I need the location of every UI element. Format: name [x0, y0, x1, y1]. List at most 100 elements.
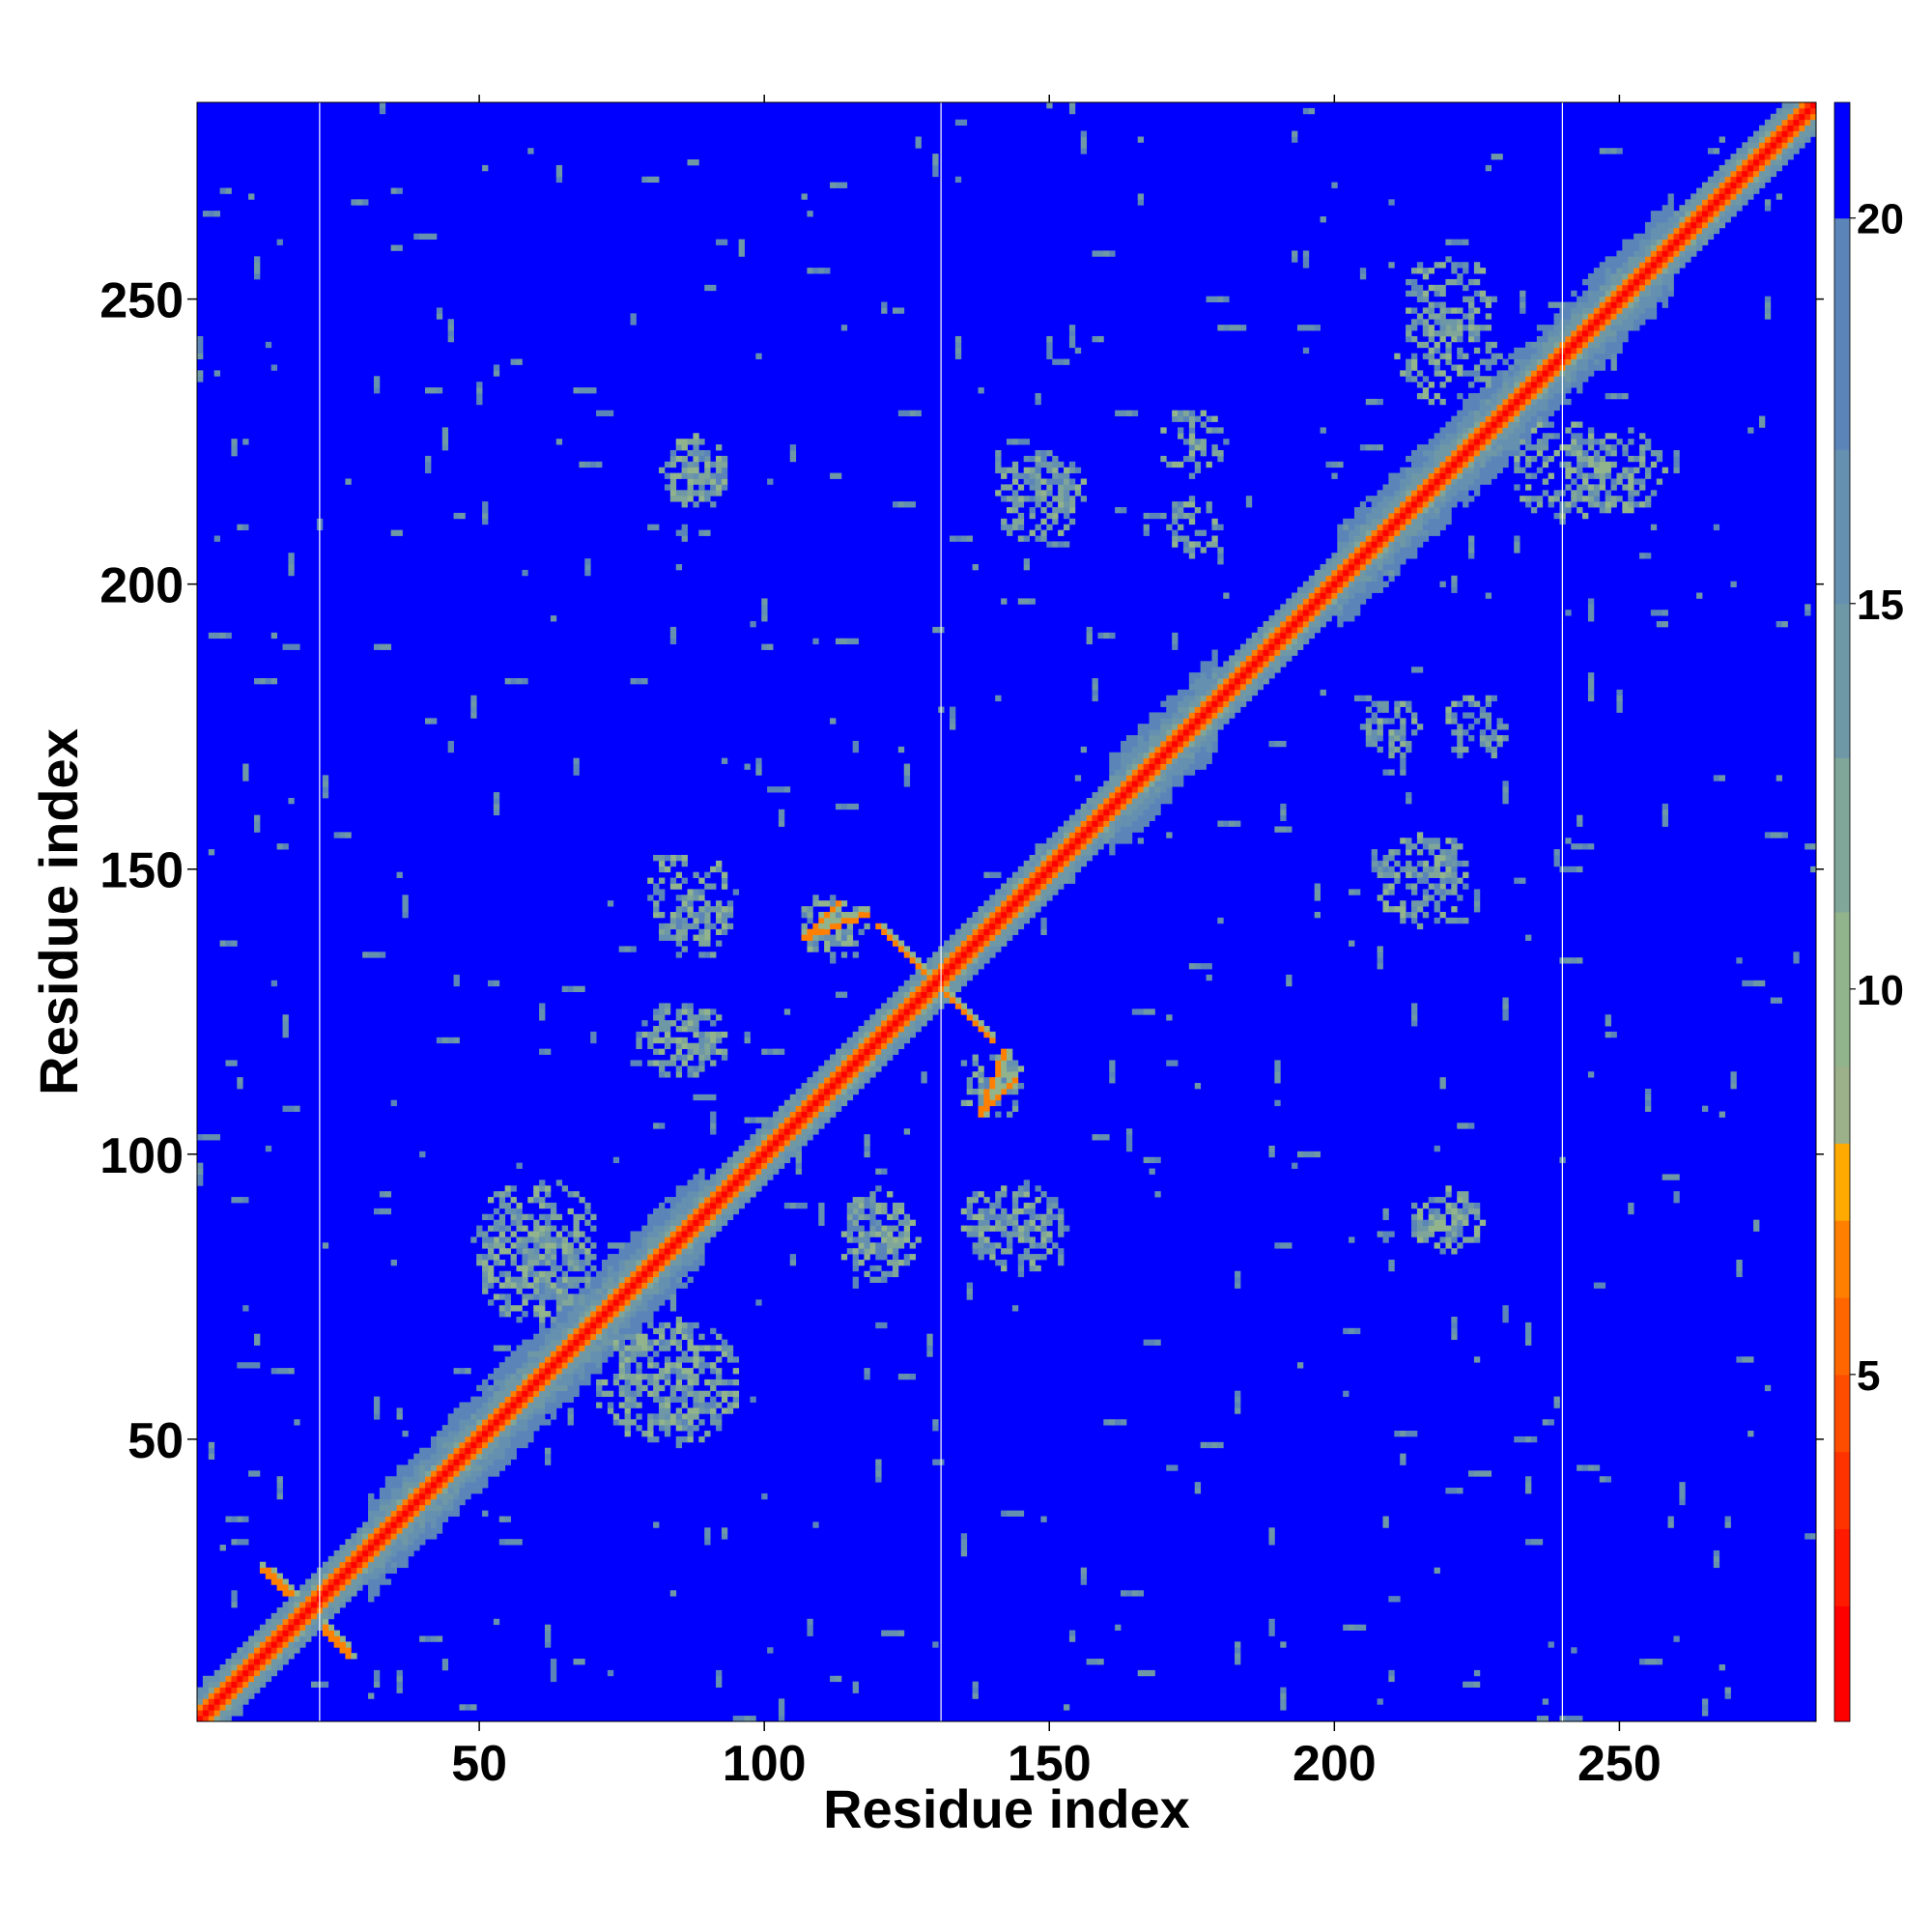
heatmap-cell: [1724, 176, 1731, 184]
heatmap-cell: [1634, 325, 1640, 331]
heatmap-cell: [1542, 421, 1549, 428]
heatmap-cell: [1690, 227, 1697, 235]
heatmap-cell: [1166, 775, 1173, 781]
heatmap-cell: [339, 1596, 346, 1603]
heatmap-cell: [675, 917, 683, 924]
heatmap-cell: [425, 1516, 432, 1522]
heatmap-cell: [533, 1425, 540, 1432]
heatmap-cell: [966, 917, 973, 924]
heatmap-cell: [408, 1464, 414, 1471]
heatmap-cell: [669, 1276, 677, 1283]
heatmap-cell: [1799, 102, 1805, 109]
heatmap-cell: [1331, 564, 1338, 571]
heatmap-cell: [402, 1470, 409, 1477]
heatmap-cell: [373, 1498, 381, 1506]
heatmap-cell: [1525, 358, 1532, 365]
heatmap-cell: [1035, 877, 1041, 884]
heatmap-cell: [544, 1362, 552, 1369]
heatmap-cell: [584, 1299, 591, 1306]
heatmap-cell: [584, 1345, 591, 1351]
heatmap-cell: [425, 1492, 432, 1500]
heatmap-cell: [647, 1042, 654, 1050]
heatmap-cell: [1052, 838, 1059, 844]
heatmap-cell: [1235, 661, 1241, 668]
heatmap-cell: [425, 1527, 432, 1534]
heatmap-cell: [618, 1368, 625, 1375]
heatmap-cell: [840, 952, 848, 958]
heatmap-cell: [384, 1476, 392, 1483]
heatmap-cell: [527, 1282, 534, 1289]
heatmap-cell: [1353, 604, 1361, 611]
heatmap-cell: [1610, 335, 1617, 343]
heatmap-cell: [881, 1009, 888, 1015]
heatmap-cell: [1639, 256, 1646, 263]
heatmap-cell: [1724, 164, 1731, 172]
heatmap-cell: [618, 1270, 625, 1278]
heatmap-cell: [1200, 689, 1207, 696]
heatmap-cell: [1308, 615, 1316, 622]
heatmap-cell: [789, 1128, 797, 1135]
heatmap-cell: [726, 1390, 734, 1398]
heatmap-cell: [396, 1510, 403, 1517]
heatmap-cell: [1587, 284, 1595, 292]
heatmap-cell: [1400, 512, 1406, 520]
heatmap-cell: [807, 1088, 813, 1095]
heatmap-cell: [693, 1225, 699, 1232]
heatmap-cell: [795, 1088, 802, 1095]
heatmap-cell: [1644, 313, 1652, 320]
heatmap-cell: [1007, 1242, 1013, 1249]
heatmap-cell: [1337, 575, 1344, 582]
heatmap-cell: [618, 1248, 625, 1255]
heatmap-cell: [390, 1488, 397, 1494]
heatmap-cell: [584, 1350, 591, 1357]
heatmap-cell: [1029, 1213, 1036, 1221]
heatmap-cell: [1143, 729, 1150, 736]
heatmap-cell: [1587, 273, 1595, 280]
heatmap-cell: [1502, 427, 1509, 434]
heatmap-cell: [1040, 871, 1047, 878]
heatmap-cell: [602, 1276, 609, 1283]
heatmap-cell: [465, 1402, 471, 1408]
heatmap-cell: [482, 1447, 489, 1455]
heatmap-cell: [1229, 700, 1236, 707]
heatmap-cell: [1286, 615, 1293, 622]
heatmap-cell: [732, 1174, 740, 1180]
heatmap-cell: [812, 1071, 819, 1078]
heatmap-cell: [892, 1242, 899, 1249]
heatmap-cell: [237, 1698, 243, 1705]
heatmap-cell: [1553, 335, 1560, 343]
heatmap-cell: [322, 1612, 329, 1620]
heatmap-cell: [659, 1020, 666, 1027]
heatmap-cell: [750, 1151, 756, 1158]
heatmap-cell: [675, 1282, 683, 1289]
heatmap-cell: [1325, 604, 1332, 611]
heatmap-cell: [1223, 706, 1230, 713]
heatmap-cell: [1508, 392, 1515, 400]
heatmap-cell: [596, 1384, 603, 1392]
heatmap-cell: [1411, 524, 1418, 530]
heatmap-cell: [539, 1407, 546, 1414]
heatmap-cell: [630, 1333, 637, 1340]
heatmap-cell: [1001, 900, 1008, 907]
heatmap-cell: [1292, 621, 1298, 628]
heatmap-cell: [311, 1578, 318, 1585]
heatmap-cell: [835, 917, 842, 924]
heatmap-cell: [641, 1248, 648, 1255]
heatmap-cell: [1593, 364, 1601, 371]
heatmap-cell: [1622, 313, 1629, 320]
heatmap-cell: [1582, 313, 1589, 320]
heatmap-cell: [744, 1140, 751, 1147]
heatmap-cell: [989, 1254, 996, 1261]
heatmap-cell: [1479, 433, 1487, 440]
heatmap-cell: [989, 1054, 996, 1061]
heatmap-cell: [1502, 439, 1509, 445]
heatmap-cell: [624, 1282, 631, 1289]
heatmap-cell: [453, 1470, 460, 1477]
heatmap-cell: [498, 1242, 506, 1249]
heatmap-cell: [373, 1527, 381, 1534]
heatmap-cell: [408, 1482, 414, 1489]
heatmap-cell: [567, 1378, 574, 1386]
heatmap-cell: [846, 1202, 854, 1209]
heatmap-cell: [653, 1413, 660, 1420]
heatmap-cell: [1599, 313, 1606, 320]
